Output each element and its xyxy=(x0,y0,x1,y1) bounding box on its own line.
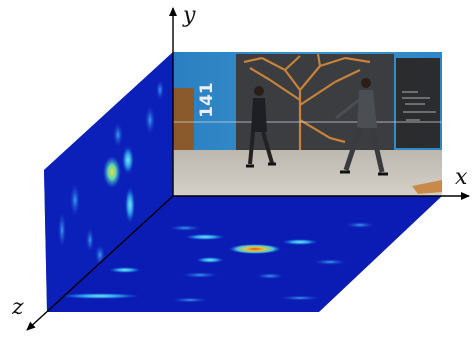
z-axis-label: z xyxy=(11,295,24,320)
camera-image-panel: 141 xyxy=(173,52,442,196)
floor-hotspot xyxy=(229,244,281,254)
axes xyxy=(26,7,470,331)
room-number-text: 141 xyxy=(197,82,217,118)
x-axis-label: x xyxy=(455,165,468,190)
person-left xyxy=(246,86,276,168)
person-right xyxy=(335,78,388,176)
y-axis-label: y xyxy=(182,3,196,28)
side-hotspot xyxy=(103,156,121,188)
wood-sculpture xyxy=(243,53,371,150)
floor-heatmap-panel xyxy=(47,196,442,312)
z-axis-line xyxy=(26,195,174,331)
